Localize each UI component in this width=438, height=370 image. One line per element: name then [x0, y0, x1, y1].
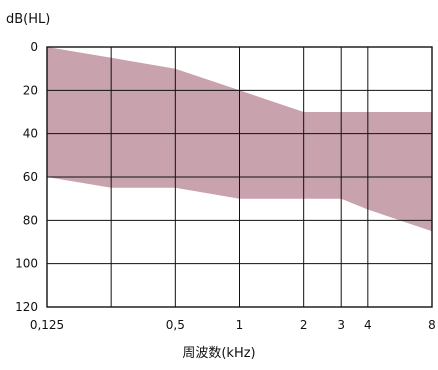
y-tick-label: 120 — [15, 300, 38, 314]
plot-frame — [46, 46, 433, 308]
y-tick-label: 60 — [23, 170, 38, 184]
x-tick-label: 2 — [300, 318, 308, 332]
y-axis-label: dB(HL) — [6, 12, 51, 27]
y-tick-label: 80 — [23, 213, 38, 227]
x-tick-label: 4 — [364, 318, 372, 332]
x-tick-label: 0,125 — [30, 318, 64, 332]
y-tick-label: 40 — [23, 127, 38, 141]
x-tick-label: 3 — [337, 318, 345, 332]
y-tick-label: 20 — [23, 83, 38, 97]
fitting-range-chart: 0 20 40 60 80 100 120 0,125 0,5 1 2 3 4 8 — [15, 40, 436, 332]
x-tick-label: 1 — [236, 318, 244, 332]
x-axis-label: 周波数(kHz) — [182, 346, 256, 361]
x-tick-label: 8 — [428, 318, 436, 332]
y-tick-label: 0 — [30, 40, 38, 54]
y-tick-label: 100 — [15, 257, 38, 271]
x-tick-label: 0,5 — [166, 318, 185, 332]
